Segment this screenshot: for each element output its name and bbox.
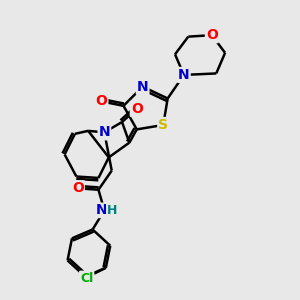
Text: O: O <box>72 181 84 195</box>
Text: S: S <box>158 118 168 132</box>
Text: N: N <box>137 80 148 94</box>
Text: H: H <box>106 204 117 217</box>
Text: O: O <box>131 102 143 116</box>
Text: O: O <box>206 28 218 42</box>
Text: Cl: Cl <box>80 272 93 285</box>
Text: O: O <box>95 94 107 108</box>
Text: N: N <box>96 203 107 218</box>
Text: N: N <box>98 125 110 139</box>
Text: N: N <box>178 68 190 82</box>
